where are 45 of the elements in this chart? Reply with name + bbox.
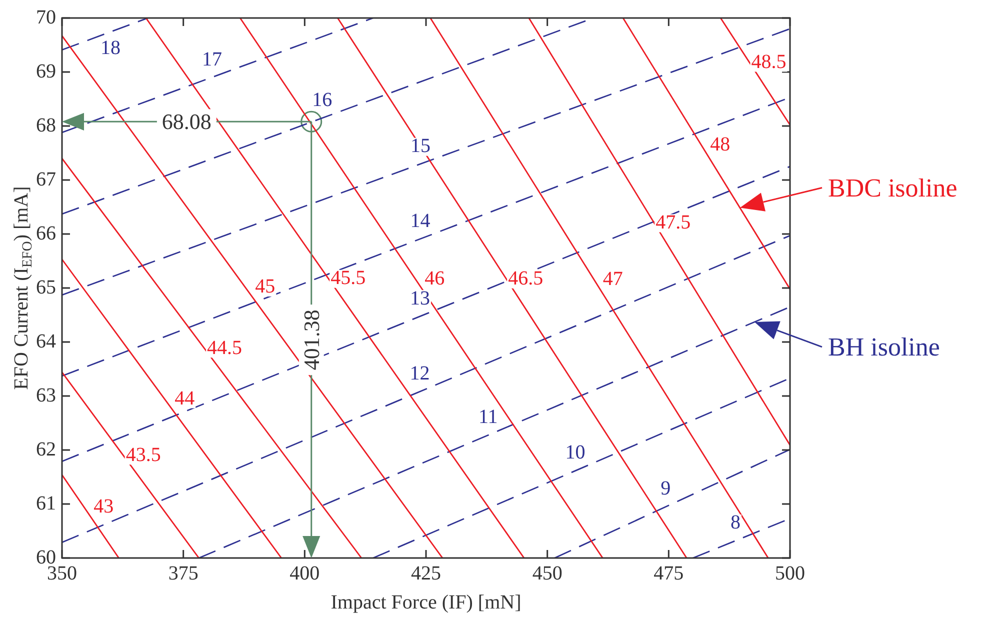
y-tick-label: 61 [36,492,56,514]
series-label: 47.5 [656,211,691,234]
series-label: 15 [410,135,431,158]
series-label: 48.5 [751,51,786,73]
series-label: 45.5 [330,267,366,290]
text: BH isoline [828,332,940,362]
series-label: 13 [410,287,430,310]
series-label: 14 [410,210,430,232]
y-tick-label: 69 [36,60,56,82]
x-tick-label: 450 [532,562,562,584]
series-label: 43 [94,496,114,518]
text: BDC isoline [828,173,958,202]
y-tick-label: 70 [36,6,56,28]
series-label: 12 [410,362,430,384]
series-label: 16 [312,89,332,112]
series-label: 17 [202,48,222,70]
x-tick-label: 375 [168,562,198,584]
series-label: 10 [565,442,586,464]
y-tick-label: 66 [36,222,56,244]
series-label: 46 [424,267,445,290]
series-label: 46.5 [508,268,544,290]
series-label: 9 [660,477,671,500]
series-label: 44 [174,387,195,410]
series-label: 11 [478,406,498,428]
x-axis-title: Impact Force (IF) [mN] [330,591,522,614]
series-label: 43.5 [126,444,161,466]
series-label: 44.5 [207,336,242,359]
x-tick-label: 400 [290,562,320,584]
annotation: 68.08 [162,109,212,134]
y-axis-title: EFO Current (IEFO) [mA] [10,186,36,390]
series-label: 8 [730,512,740,534]
y-tick-label: 68 [36,114,56,136]
series-label: 45 [255,276,276,298]
annotation: 401.38 [298,310,324,370]
x-tick-label: 425 [411,562,441,584]
y-tick-label: 67 [36,168,56,190]
x-tick-label: 475 [654,562,684,584]
x-tick-label: 500 [775,562,805,584]
y-tick-label: 63 [36,384,56,406]
y-tick-label: 64 [36,330,56,352]
series-label: 18 [100,37,121,60]
y-tick-label: 62 [36,438,56,460]
series-label: 48 [710,133,730,156]
series-label: 47 [602,268,623,290]
y-tick-label: 65 [36,276,56,298]
